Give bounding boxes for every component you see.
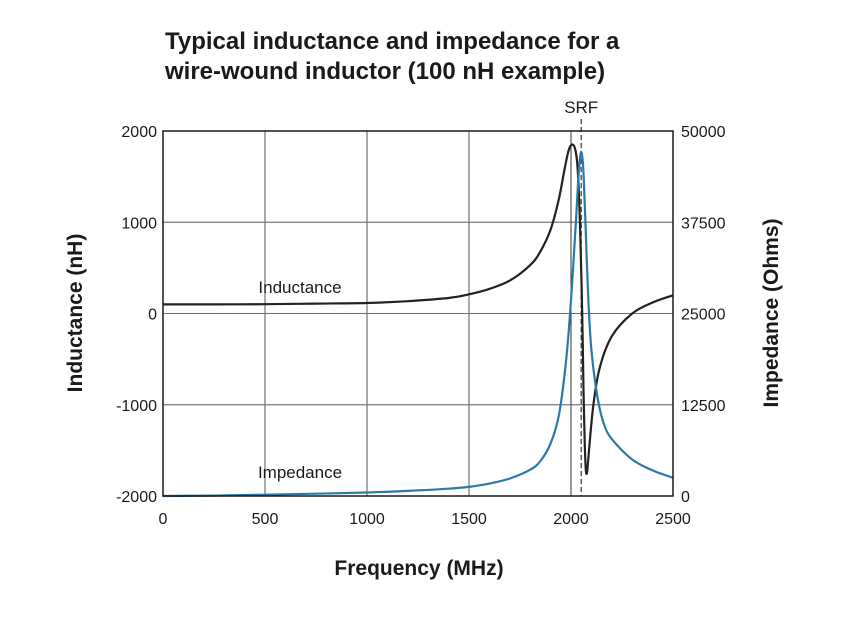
x-tick-label: 1000 [349,511,385,528]
inductance-annotation: Inductance [258,278,341,297]
impedance-annotation: Impedance [258,463,342,482]
y-right-tick-label: 37500 [681,215,726,232]
tick-labels: 0 500 1000 1500 2000 2500 -2000 -1000 0 1000 2000 0… [116,124,726,528]
y-right-tick-label: 12500 [681,398,726,415]
data-curves [162,143,674,498]
x-tick-label: 2500 [655,511,691,528]
series-line-inductance [162,143,674,475]
srf-annotation: SRF [564,98,598,117]
y-left-tick-label: -1000 [116,398,157,415]
y-left-tick-label: -2000 [116,489,157,506]
x-axis-title: Frequency (MHz) [334,557,503,580]
y-left-tick-label: 2000 [121,124,157,141]
y-right-tick-label: 50000 [681,124,726,141]
chart-title-line-2: wire-wound inductor (100 nH example) [165,58,606,85]
plot-frame [162,130,674,497]
y-right-tick-label: 25000 [681,307,726,324]
y-axis-left-title: Inductance (nH) [64,234,87,393]
x-tick-label: 0 [159,511,168,528]
y-left-tick-label: 1000 [121,215,157,232]
x-tick-label: 2000 [553,511,589,528]
x-tick-label: 1500 [451,511,487,528]
series-line-impedance [162,150,674,498]
grid-lines [162,119,674,497]
chart-title-line-1: Typical inductance and impedance for a [165,28,620,55]
annotations: Inductance Impedance SRF [258,98,598,482]
y-axis-right-title: Impedance (Ohms) [760,218,783,407]
y-right-tick-label: 0 [681,489,690,506]
y-left-tick-label: 0 [148,307,157,324]
x-tick-label: 500 [252,511,279,528]
